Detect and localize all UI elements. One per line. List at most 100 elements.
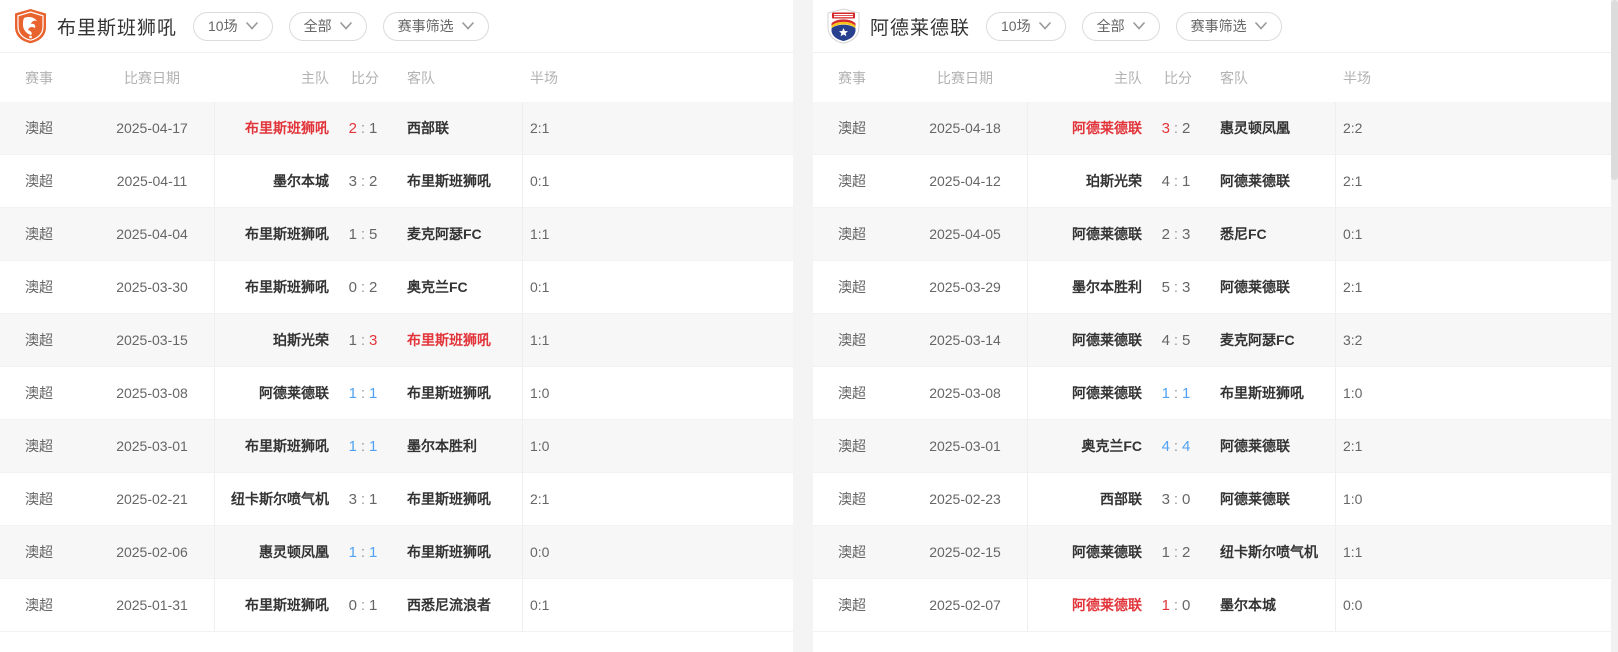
half-time-score: 1:1 bbox=[530, 226, 550, 242]
table-row[interactable]: 澳超 2025-04-05 阿德莱德联 2:3 悉尼FC 0:1 bbox=[813, 208, 1611, 261]
away-team[interactable]: 墨尔本胜利 bbox=[407, 438, 477, 454]
table-row[interactable]: 澳超 2025-03-15 珀斯光荣 1:3 布里斯班狮吼 1:1 bbox=[0, 314, 793, 367]
away-team[interactable]: 惠灵顿凤凰 bbox=[1220, 120, 1290, 136]
home-team[interactable]: 阿德莱德联 bbox=[1072, 385, 1142, 401]
chevron-down-icon bbox=[1038, 22, 1051, 30]
table-row[interactable]: 澳超 2025-02-06 惠灵顿凤凰 1:1 布里斯班狮吼 0:0 bbox=[0, 526, 793, 579]
score-separator: : bbox=[360, 278, 366, 296]
away-team[interactable]: 西悉尼流浪者 bbox=[407, 597, 491, 613]
scrollbar-thumb[interactable] bbox=[1611, 0, 1618, 180]
competition-filter[interactable]: 赛事筛选 bbox=[382, 11, 489, 41]
table-row[interactable]: 澳超 2025-04-11 墨尔本城 3:2 布里斯班狮吼 0:1 bbox=[0, 155, 793, 208]
away-team[interactable]: 阿德莱德联 bbox=[1220, 173, 1290, 189]
matches-count-filter[interactable]: 10场 bbox=[193, 11, 273, 41]
col-header-event: 赛事 bbox=[838, 69, 866, 86]
table-row[interactable]: 澳超 2025-01-31 布里斯班狮吼 0:1 西悉尼流浪者 0:1 bbox=[0, 579, 793, 632]
away-team[interactable]: 麦克阿瑟FC bbox=[407, 226, 482, 242]
competition-filter[interactable]: 赛事筛选 bbox=[1175, 11, 1282, 41]
home-team[interactable]: 阿德莱德联 bbox=[1072, 226, 1142, 242]
away-team[interactable]: 麦克阿瑟FC bbox=[1220, 332, 1295, 348]
away-team[interactable]: 布里斯班狮吼 bbox=[407, 385, 491, 401]
table-row[interactable]: 澳超 2025-02-23 西部联 3:0 阿德莱德联 1:0 bbox=[813, 473, 1611, 526]
match-score: 2:3 bbox=[1150, 226, 1206, 243]
match-date: 2025-04-18 bbox=[929, 120, 1001, 136]
home-score: 3 bbox=[348, 172, 357, 190]
home-score: 3 bbox=[348, 490, 357, 508]
half-time-score: 1:0 bbox=[1343, 385, 1363, 401]
away-score: 1 bbox=[369, 437, 378, 455]
home-team[interactable]: 布里斯班狮吼 bbox=[245, 438, 329, 454]
col-header-score: 比分 bbox=[1164, 69, 1192, 86]
away-team[interactable]: 布里斯班狮吼 bbox=[1220, 385, 1304, 401]
away-team[interactable]: 阿德莱德联 bbox=[1220, 491, 1290, 507]
match-score: 1:1 bbox=[1150, 385, 1206, 402]
away-team[interactable]: 布里斯班狮吼 bbox=[407, 332, 491, 348]
table-row[interactable]: 澳超 2025-02-21 纽卡斯尔喷气机 3:1 布里斯班狮吼 2:1 bbox=[0, 473, 793, 526]
home-team[interactable]: 布里斯班狮吼 bbox=[245, 226, 329, 242]
table-row[interactable]: 澳超 2025-03-14 阿德莱德联 4:5 麦克阿瑟FC 3:2 bbox=[813, 314, 1611, 367]
home-team[interactable]: 阿德莱德联 bbox=[259, 385, 329, 401]
score-separator: : bbox=[360, 384, 366, 402]
table-row[interactable]: 澳超 2025-04-18 阿德莱德联 3:2 惠灵顿凤凰 2:2 bbox=[813, 102, 1611, 155]
home-team[interactable]: 墨尔本城 bbox=[273, 173, 329, 189]
col-header-half: 半场 bbox=[1343, 69, 1371, 86]
table-row[interactable]: 澳超 2025-03-01 奥克兰FC 4:4 阿德莱德联 2:1 bbox=[813, 420, 1611, 473]
home-team[interactable]: 阿德莱德联 bbox=[1072, 544, 1142, 560]
scrollbar[interactable] bbox=[1611, 0, 1618, 652]
competition-filter-label: 赛事筛选 bbox=[397, 18, 454, 34]
table-row[interactable]: 澳超 2025-04-12 珀斯光荣 4:1 阿德莱德联 2:1 bbox=[813, 155, 1611, 208]
table-row[interactable]: 澳超 2025-03-29 墨尔本胜利 5:3 阿德莱德联 2:1 bbox=[813, 261, 1611, 314]
away-team[interactable]: 布里斯班狮吼 bbox=[407, 491, 491, 507]
match-score: 1:5 bbox=[337, 226, 393, 243]
home-team[interactable]: 珀斯光荣 bbox=[273, 332, 329, 348]
table-row[interactable]: 澳超 2025-03-01 布里斯班狮吼 1:1 墨尔本胜利 1:0 bbox=[0, 420, 793, 473]
table-row[interactable]: 澳超 2025-02-07 阿德莱德联 1:0 墨尔本城 0:0 bbox=[813, 579, 1611, 632]
away-team[interactable]: 奥克兰FC bbox=[407, 279, 468, 295]
home-team[interactable]: 纽卡斯尔喷气机 bbox=[231, 491, 329, 507]
away-team[interactable]: 墨尔本城 bbox=[1220, 597, 1276, 613]
match-event: 澳超 bbox=[838, 120, 866, 136]
table-row[interactable]: 澳超 2025-03-08 阿德莱德联 1:1 布里斯班狮吼 1:0 bbox=[0, 367, 793, 420]
table-header-row: 赛事 比赛日期 主队 比分 客队 半场 bbox=[0, 53, 793, 102]
team-name: 阿德莱德联 bbox=[870, 17, 971, 39]
table-row[interactable]: 澳超 2025-02-15 阿德莱德联 1:2 纽卡斯尔喷气机 1:1 bbox=[813, 526, 1611, 579]
home-team[interactable]: 布里斯班狮吼 bbox=[245, 120, 329, 136]
match-event: 澳超 bbox=[25, 385, 53, 401]
match-event: 澳超 bbox=[838, 597, 866, 613]
home-team[interactable]: 惠灵顿凤凰 bbox=[259, 544, 329, 560]
away-team[interactable]: 布里斯班狮吼 bbox=[407, 544, 491, 560]
away-team[interactable]: 纽卡斯尔喷气机 bbox=[1220, 544, 1318, 560]
half-time-score: 2:2 bbox=[1343, 120, 1363, 136]
match-event: 澳超 bbox=[838, 226, 866, 242]
match-event: 澳超 bbox=[25, 438, 53, 454]
away-team[interactable]: 悉尼FC bbox=[1220, 226, 1267, 242]
match-date: 2025-02-21 bbox=[116, 491, 188, 507]
home-team[interactable]: 西部联 bbox=[1100, 491, 1142, 507]
table-row[interactable]: 澳超 2025-04-17 布里斯班狮吼 2:1 西部联 2:1 bbox=[0, 102, 793, 155]
match-date: 2025-03-14 bbox=[929, 332, 1001, 348]
home-team[interactable]: 布里斯班狮吼 bbox=[245, 279, 329, 295]
table-row[interactable]: 澳超 2025-03-08 阿德莱德联 1:1 布里斯班狮吼 1:0 bbox=[813, 367, 1611, 420]
home-team[interactable]: 阿德莱德联 bbox=[1072, 597, 1142, 613]
scope-filter[interactable]: 全部 bbox=[1081, 11, 1160, 41]
home-team[interactable]: 阿德莱德联 bbox=[1072, 332, 1142, 348]
away-team[interactable]: 阿德莱德联 bbox=[1220, 438, 1290, 454]
away-team[interactable]: 阿德莱德联 bbox=[1220, 279, 1290, 295]
home-team[interactable]: 奥克兰FC bbox=[1081, 438, 1142, 454]
scope-filter[interactable]: 全部 bbox=[288, 11, 367, 41]
table-row[interactable]: 澳超 2025-03-30 布里斯班狮吼 0:2 奥克兰FC 0:1 bbox=[0, 261, 793, 314]
home-team[interactable]: 布里斯班狮吼 bbox=[245, 597, 329, 613]
score-separator: : bbox=[1173, 172, 1179, 190]
home-score: 1 bbox=[348, 543, 357, 561]
table-row[interactable]: 澳超 2025-04-04 布里斯班狮吼 1:5 麦克阿瑟FC 1:1 bbox=[0, 208, 793, 261]
matches-count-filter[interactable]: 10场 bbox=[986, 11, 1066, 41]
match-score: 3:1 bbox=[337, 491, 393, 508]
match-event: 澳超 bbox=[838, 438, 866, 454]
home-team[interactable]: 墨尔本胜利 bbox=[1072, 279, 1142, 295]
score-separator: : bbox=[1173, 596, 1179, 614]
home-team[interactable]: 珀斯光荣 bbox=[1086, 173, 1142, 189]
half-time-score: 1:1 bbox=[530, 332, 550, 348]
away-team[interactable]: 西部联 bbox=[407, 120, 449, 136]
home-team[interactable]: 阿德莱德联 bbox=[1072, 120, 1142, 136]
away-team[interactable]: 布里斯班狮吼 bbox=[407, 173, 491, 189]
